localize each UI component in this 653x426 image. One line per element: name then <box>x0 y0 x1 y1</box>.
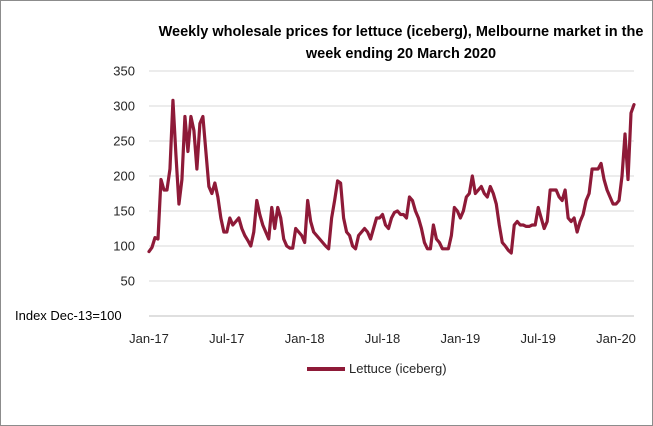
x-tick-label: Jul-17 <box>209 331 244 346</box>
y-tick-label: 350 <box>113 64 135 79</box>
x-tick-label: Jul-19 <box>520 331 555 346</box>
x-tick-label: Jan-19 <box>440 331 480 346</box>
y-tick-label: 150 <box>113 204 135 219</box>
y-tick-label: 100 <box>113 239 135 254</box>
y-tick-label: 250 <box>113 134 135 149</box>
legend-label: Lettuce (iceberg) <box>349 361 447 376</box>
y-tick-label: 200 <box>113 169 135 184</box>
y-axis-label: Index Dec-13=100 <box>15 308 122 323</box>
x-tick-label: Jan-20 <box>596 331 636 346</box>
x-tick-label: Jan-17 <box>129 331 169 346</box>
series-line-lettuce-iceberg <box>147 98 636 255</box>
y-tick-label: 50 <box>121 274 135 289</box>
x-tick-label: Jan-18 <box>285 331 325 346</box>
legend-line-swatch <box>307 366 345 371</box>
legend: Lettuce (iceberg) <box>307 361 447 376</box>
x-tick-label: Jul-18 <box>365 331 400 346</box>
y-tick-label: 300 <box>113 99 135 114</box>
chart-title: Weekly wholesale prices for lettuce (ice… <box>158 24 644 62</box>
